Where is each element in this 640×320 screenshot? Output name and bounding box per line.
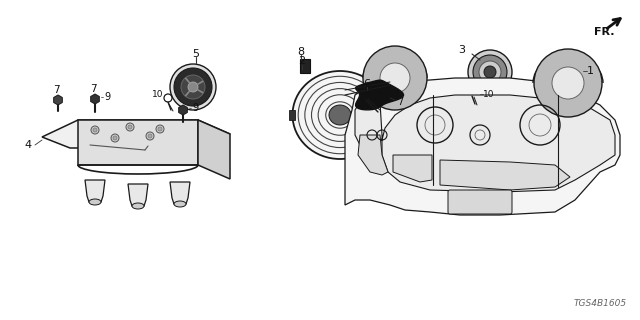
Text: FR.: FR. bbox=[594, 27, 614, 37]
Text: 10: 10 bbox=[152, 90, 164, 99]
Circle shape bbox=[473, 55, 507, 89]
Polygon shape bbox=[358, 135, 388, 175]
Circle shape bbox=[558, 59, 582, 83]
Polygon shape bbox=[42, 120, 230, 148]
Text: 1: 1 bbox=[586, 66, 593, 76]
Circle shape bbox=[91, 126, 99, 134]
Circle shape bbox=[484, 66, 496, 78]
Text: 3: 3 bbox=[458, 45, 465, 55]
Circle shape bbox=[479, 61, 501, 83]
Circle shape bbox=[128, 125, 132, 129]
Circle shape bbox=[188, 82, 198, 92]
Polygon shape bbox=[345, 78, 620, 215]
Circle shape bbox=[174, 68, 212, 106]
Text: 5: 5 bbox=[193, 49, 200, 59]
Circle shape bbox=[158, 127, 162, 131]
Text: 4: 4 bbox=[24, 140, 31, 150]
Polygon shape bbox=[393, 155, 432, 182]
Text: 7: 7 bbox=[52, 85, 60, 95]
Bar bbox=[300, 59, 310, 73]
Circle shape bbox=[181, 75, 205, 99]
Circle shape bbox=[93, 128, 97, 132]
Circle shape bbox=[126, 123, 134, 131]
Circle shape bbox=[534, 49, 602, 117]
Circle shape bbox=[363, 46, 427, 110]
Bar bbox=[289, 110, 295, 120]
Text: 2: 2 bbox=[298, 56, 305, 66]
Ellipse shape bbox=[89, 199, 101, 205]
Circle shape bbox=[456, 198, 464, 206]
Polygon shape bbox=[170, 182, 190, 204]
Circle shape bbox=[170, 64, 216, 110]
Polygon shape bbox=[198, 120, 230, 179]
Text: 7: 7 bbox=[90, 84, 96, 94]
Text: 10: 10 bbox=[483, 90, 495, 99]
Circle shape bbox=[146, 132, 154, 140]
Circle shape bbox=[468, 50, 512, 94]
Ellipse shape bbox=[132, 203, 144, 209]
Circle shape bbox=[113, 136, 117, 140]
Text: 9: 9 bbox=[104, 92, 110, 102]
Ellipse shape bbox=[329, 105, 351, 125]
Text: 9: 9 bbox=[192, 103, 198, 113]
Polygon shape bbox=[355, 95, 615, 192]
Polygon shape bbox=[78, 120, 198, 165]
Circle shape bbox=[380, 63, 410, 93]
Polygon shape bbox=[128, 184, 148, 206]
FancyBboxPatch shape bbox=[448, 190, 512, 214]
Text: 6: 6 bbox=[364, 79, 371, 89]
Circle shape bbox=[111, 134, 119, 142]
Circle shape bbox=[148, 134, 152, 138]
Text: 8: 8 bbox=[298, 47, 305, 57]
Text: TGS4B1605: TGS4B1605 bbox=[573, 299, 627, 308]
Polygon shape bbox=[85, 180, 105, 202]
Polygon shape bbox=[356, 80, 404, 110]
Text: 7: 7 bbox=[397, 97, 403, 107]
Circle shape bbox=[563, 64, 577, 78]
Polygon shape bbox=[440, 160, 570, 190]
Circle shape bbox=[552, 67, 584, 99]
Circle shape bbox=[156, 125, 164, 133]
Ellipse shape bbox=[292, 71, 387, 159]
Ellipse shape bbox=[174, 201, 186, 207]
